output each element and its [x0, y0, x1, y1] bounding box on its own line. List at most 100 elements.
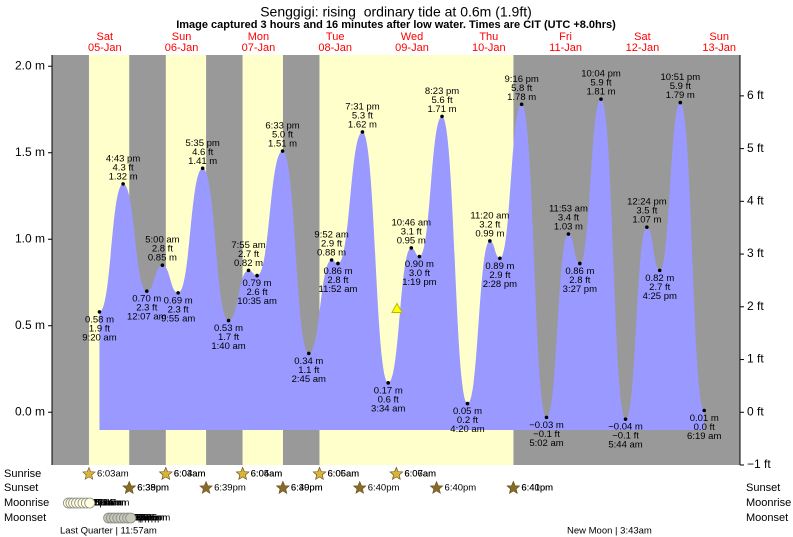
tide-label: 9:16 pm — [504, 74, 538, 85]
tide-point — [566, 232, 571, 236]
tide-label: 0.88 m — [317, 248, 346, 259]
tide-point — [121, 182, 125, 186]
y2-tick-label: 1 ft — [747, 352, 764, 366]
sunset-time: 6:41pm — [521, 483, 553, 494]
sunset-icon — [429, 480, 444, 494]
tide-point — [488, 239, 492, 243]
y2-tick-label: 0 ft — [747, 404, 764, 418]
tide-label: 0.70 m — [132, 294, 161, 305]
tide-label: 0.0 ft — [694, 422, 715, 433]
day-date: 11-Jan — [549, 42, 582, 54]
tide-label: 3:27 pm — [563, 284, 597, 295]
tide-point — [702, 408, 707, 413]
y2-tick-label: 5 ft — [747, 141, 764, 155]
tide-label: 1.32 m — [109, 171, 138, 182]
sunset-time: 6:40pm — [521, 483, 553, 494]
tide-label: 6:33 pm — [265, 121, 299, 132]
tide-point — [329, 258, 334, 262]
current-marker — [391, 302, 403, 313]
tide-label: 11:20 am — [470, 210, 509, 221]
tide-point — [678, 100, 683, 105]
moonset-time: 3:03pm — [126, 513, 158, 524]
day-name: Sun — [172, 31, 192, 43]
tide-label: 2.7 ft — [649, 282, 670, 293]
tide-label: 8:23 pm — [425, 86, 459, 97]
tide-point — [144, 289, 149, 293]
tide-point — [645, 225, 649, 229]
moon-phase: New Moon | 3:43am — [567, 526, 652, 537]
y-tick-label: 1.0 m — [15, 231, 45, 245]
tide-point — [417, 254, 422, 259]
tide-label: 0.82 m — [234, 258, 263, 269]
tide-label: 5.9 ft — [590, 78, 611, 89]
moonrise-time: 6:17am — [98, 498, 130, 509]
chart-subtitle: Image captured 3 hours and 16 minutes af… — [176, 19, 616, 31]
tide-label: 1.71 m — [428, 104, 457, 115]
sunset-time: 6:39pm — [137, 483, 169, 494]
tide-label: 1.9 ft — [89, 323, 110, 334]
day-name: Fri — [559, 31, 572, 43]
y2-tick-label: 3 ft — [747, 246, 764, 260]
tide-label: 0.6 ft — [378, 394, 399, 405]
tide-label: 3.5 ft — [636, 206, 657, 217]
sunrise-icon — [312, 466, 327, 480]
tide-label: 0.05 m — [453, 406, 482, 417]
tide-label: 0.95 m — [397, 235, 426, 246]
day-date: 10-Jan — [472, 42, 506, 54]
tide-label: 6:19 am — [687, 431, 721, 442]
tide-label: 0.90 m — [405, 259, 434, 270]
sunset-time: 6:38pm — [137, 483, 169, 494]
tide-label: 2:28 pm — [483, 279, 517, 290]
sunrise-time: 6:06am — [328, 469, 360, 480]
moonset-icon — [125, 512, 137, 524]
tide-point — [440, 114, 444, 119]
tide-label: 2.8 ft — [569, 275, 590, 286]
tide-label: 4.6 ft — [192, 147, 213, 158]
tide-point — [160, 263, 165, 267]
tide-point — [97, 310, 102, 314]
tide-label: 10:04 pm — [581, 69, 621, 80]
y-tick-label: 0.0 m — [15, 404, 45, 418]
row-label-right: Moonrise — [746, 497, 791, 509]
tide-label: 3.0 ft — [409, 268, 430, 279]
day-date: 07-Jan — [242, 42, 276, 54]
sunset-icon — [199, 480, 214, 494]
tide-label: 0.86 m — [323, 266, 352, 277]
tide-label: 1.62 m — [348, 119, 377, 130]
tide-label: 2.9 ft — [489, 270, 510, 281]
tide-label: 2.7 ft — [238, 249, 259, 260]
tide-label: 1.78 m — [507, 92, 536, 103]
tide-point — [360, 130, 365, 134]
tide-label: 1.81 m — [586, 87, 615, 98]
tide-label: 2.8 ft — [152, 244, 173, 255]
sunset-time: 6:40pm — [368, 483, 400, 494]
moonset-time: 5:08pm — [132, 513, 164, 524]
sunset-icon — [276, 480, 290, 494]
tide-label: 11:52 am — [319, 284, 358, 295]
day-date: 13-Jan — [702, 42, 736, 54]
tide-point — [599, 97, 603, 101]
sunrise-time: 6:03am — [97, 469, 129, 480]
sunset-time: 6:40pm — [291, 483, 323, 494]
sunrise-time: 6:07am — [404, 469, 436, 480]
tide-label: 1:19 pm — [402, 277, 436, 288]
moonrise-time: 4:11am — [91, 498, 122, 509]
tide-label: 9:55 am — [161, 313, 195, 324]
day-date: 06-Jan — [165, 42, 199, 54]
sunrise-time: 6:03am — [174, 469, 206, 480]
moonset-time: 6:08pm — [136, 513, 168, 524]
tide-label: 10:51 pm — [661, 72, 701, 83]
tide-point — [465, 401, 470, 406]
tide-label: 5.9 ft — [670, 81, 691, 92]
moon-phase: Last Quarter | 11:57am — [60, 526, 157, 537]
sunrise-icon — [235, 466, 250, 480]
day-name: Mon — [248, 31, 269, 43]
tide-label: 7:31 pm — [345, 101, 379, 112]
row-label: Sunrise — [4, 468, 41, 480]
tide-label: 7:55 am — [231, 240, 265, 251]
chart-title: Senggigi: rising ordinary tide at 0.6m (… — [260, 4, 532, 20]
tide-label: 5.6 ft — [431, 95, 452, 106]
day-name: Tue — [326, 31, 345, 43]
day-name: Thu — [479, 31, 498, 43]
